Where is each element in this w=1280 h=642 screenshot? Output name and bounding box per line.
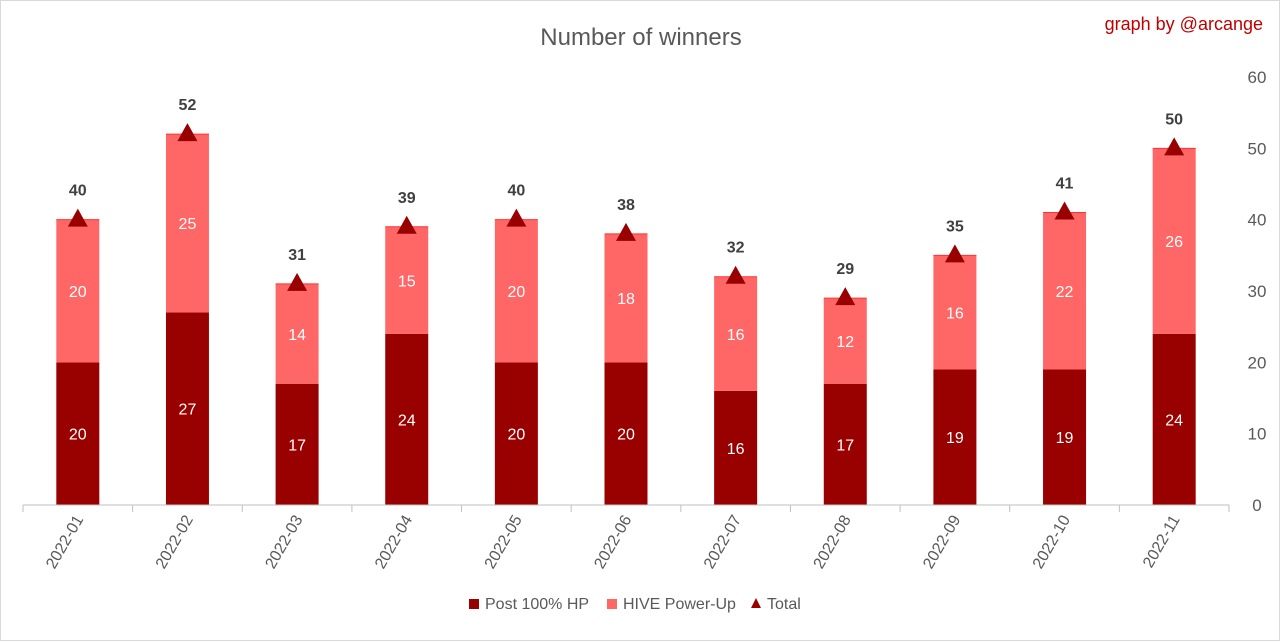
bar-post-100-hp <box>275 383 319 505</box>
data-label-total: 41 <box>1056 176 1074 193</box>
total-marker-triangle <box>506 208 527 227</box>
data-label-total: 40 <box>507 183 525 200</box>
x-tick-label: 2022-07 <box>701 512 745 571</box>
total-marker-triangle <box>287 272 308 291</box>
x-tick-label: 2022-09 <box>920 512 964 571</box>
chart-credit: graph by @arcange <box>1105 14 1263 34</box>
bar-post-100-hp <box>385 333 429 505</box>
bar-post-100-hp <box>604 362 648 505</box>
data-label-post-100-hp: 24 <box>398 412 416 429</box>
x-tick-label: 2022-08 <box>811 512 855 571</box>
data-label-post-100-hp: 17 <box>836 437 854 454</box>
bars-layer <box>56 133 1196 505</box>
y-tick-label: 0 <box>1252 496 1261 515</box>
bar-hive-power-up <box>494 219 538 363</box>
x-tick-label: 2022-03 <box>262 512 306 571</box>
data-label-post-100-hp: 24 <box>1165 412 1183 429</box>
data-label-hive-power-up: 25 <box>179 216 197 233</box>
x-tick-label: 2022-04 <box>372 512 416 571</box>
data-label-post-100-hp: 19 <box>1056 430 1074 447</box>
bar-hive-power-up <box>1152 148 1196 334</box>
bar-post-100-hp <box>494 362 538 505</box>
data-label-total: 52 <box>179 97 197 114</box>
legend-label: Post 100% HP <box>485 596 589 613</box>
total-marker-triangle <box>1164 137 1185 156</box>
legend-triangle-icon <box>751 598 761 608</box>
data-label-post-100-hp: 20 <box>69 427 87 444</box>
bar-post-100-hp <box>933 369 977 505</box>
bar-hive-power-up <box>56 219 100 363</box>
bar-hive-power-up <box>714 276 758 391</box>
bar-post-100-hp <box>1043 369 1087 505</box>
data-label-hive-power-up: 22 <box>1056 284 1074 301</box>
y-tick-label: 30 <box>1248 282 1267 301</box>
data-label-total: 50 <box>1165 111 1183 128</box>
total-marker-triangle <box>835 287 856 306</box>
bar-hive-power-up <box>385 226 429 334</box>
legend-swatch <box>469 599 479 609</box>
x-tick-label: 2022-02 <box>153 512 197 571</box>
bar-hive-power-up <box>823 298 867 384</box>
data-label-post-100-hp: 27 <box>179 402 197 419</box>
bar-hive-power-up <box>933 255 977 370</box>
data-label-total: 35 <box>946 218 964 235</box>
total-marker-triangle <box>616 222 636 241</box>
data-label-total: 39 <box>398 190 416 207</box>
data-label-hive-power-up: 15 <box>398 273 416 290</box>
data-label-total: 40 <box>69 183 87 200</box>
legend-label: HIVE Power-Up <box>623 596 736 613</box>
x-tick-label: 2022-06 <box>591 512 635 571</box>
data-label-hive-power-up: 14 <box>288 327 306 344</box>
data-label-hive-power-up: 12 <box>836 334 854 351</box>
data-label-hive-power-up: 20 <box>507 284 525 301</box>
legend: Post 100% HP HIVE Power-Up Total <box>469 596 801 613</box>
x-tick-label: 2022-01 <box>43 512 87 571</box>
data-label-hive-power-up: 26 <box>1165 234 1183 251</box>
chart-title: Number of winners <box>540 24 741 51</box>
total-marker-triangle <box>944 244 965 263</box>
y-tick-label: 50 <box>1248 139 1267 158</box>
bar-post-100-hp <box>1152 333 1196 505</box>
data-label-total: 29 <box>836 261 854 278</box>
x-tick-label: 2022-11 <box>1140 512 1184 570</box>
data-label-total: 31 <box>288 247 306 264</box>
data-label-total: 38 <box>617 197 635 214</box>
total-marker-triangle <box>396 215 417 234</box>
data-label-total: 32 <box>727 240 745 257</box>
data-label-post-100-hp: 20 <box>617 427 635 444</box>
bar-hive-power-up <box>1043 212 1087 370</box>
bar-hive-power-up <box>604 233 648 363</box>
bar-post-100-hp <box>714 390 758 505</box>
data-label-hive-power-up: 18 <box>617 291 635 308</box>
legend-label: Total <box>767 596 801 613</box>
data-label-post-100-hp: 16 <box>727 441 745 458</box>
total-marker-triangle <box>177 123 198 142</box>
bar-post-100-hp <box>56 362 100 505</box>
bar-hive-power-up <box>275 283 319 384</box>
data-label-hive-power-up: 20 <box>69 284 87 301</box>
bar-post-100-hp <box>823 383 867 505</box>
y-tick-label: 40 <box>1248 211 1267 230</box>
bar-post-100-hp <box>165 312 209 505</box>
total-marker-triangle <box>67 208 88 227</box>
total-marker-triangle <box>1054 201 1075 220</box>
total-marker-triangle <box>725 265 746 284</box>
labels-layer: 20 20 40 27 25 52 17 14 31 24 15 39 20 20 40 20 18 38 16 16… <box>67 97 1185 458</box>
data-label-post-100-hp: 19 <box>946 430 964 447</box>
data-label-hive-power-up: 16 <box>946 305 964 322</box>
y-tick-label: 60 <box>1248 68 1267 87</box>
bar-hive-power-up <box>165 134 209 313</box>
legend-swatch <box>607 599 617 609</box>
data-label-post-100-hp: 17 <box>288 437 306 454</box>
y-tick-label: 10 <box>1248 425 1267 444</box>
data-label-hive-power-up: 16 <box>727 327 745 344</box>
x-tick-label: 2022-05 <box>482 512 526 571</box>
y-tick-label: 20 <box>1248 353 1267 372</box>
data-label-post-100-hp: 20 <box>507 427 525 444</box>
x-tick-label: 2022-10 <box>1030 512 1074 571</box>
